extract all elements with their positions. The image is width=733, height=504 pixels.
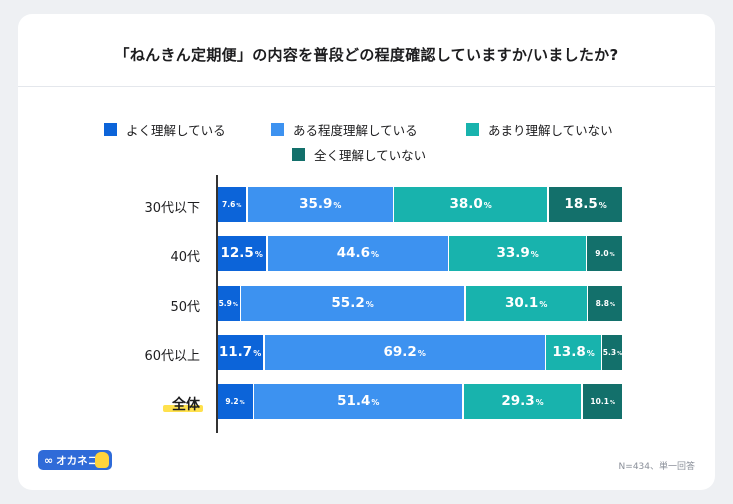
bar-value-label: 9.2% [225,396,245,406]
bar-value-label: 12.5% [220,244,263,261]
bar-segment [465,286,587,321]
bar-segment [267,236,448,271]
legend-swatch [104,123,117,136]
legend-item-little: あまり理解していない [466,120,613,139]
bar-segment [241,286,465,321]
legend-item-none: 全く理解していない [292,145,426,164]
bar-value-label: 11.7% [218,343,262,360]
bar-segment [546,335,601,370]
legend-item-moderate: ある程度理解している [271,120,418,139]
bar-value-label: 55.2% [331,294,374,311]
bar-value-label: 5.3% [602,347,623,357]
bar-segment [449,236,586,271]
bar-segment [217,335,264,370]
bar-value-label: 10.1% [590,396,615,406]
bar-value-label: 69.2% [383,343,426,360]
logo-infinity-symbol: ∞ [44,453,54,467]
bar-segment [217,187,247,222]
chart-title: 「ねんきん定期便」の内容を普段どの程度確認していますか/いましたか? [114,46,619,64]
legend-label: あまり理解していない [488,123,613,138]
bar-value-label: 5.9% [218,298,238,308]
bar-value-label: 29.3% [501,392,544,409]
bar-segment [217,384,253,419]
logo-text: オカネコ [56,454,98,467]
bar-segment [548,187,623,222]
legend-swatch [292,148,305,161]
category-label: 40代 [170,250,200,265]
bar-segment [254,384,463,419]
bar-value-label: 9.0% [595,248,615,258]
legend-label: よく理解している [126,123,226,138]
category-label: 30代以下 [144,201,200,216]
total-label-highlight [163,405,203,412]
bar-segment [264,335,545,370]
bar-value-label: 51.4% [337,392,380,409]
bar-value-label: 7.6% [222,199,242,209]
okaneko-logo: ∞ オカネコ [38,450,112,470]
bar-value-label: 30.1% [505,294,548,311]
bar-segment [217,286,240,321]
bar-segment [602,335,623,370]
bar-segment [587,236,623,271]
bar-segment [588,286,623,321]
category-label: 50代 [170,300,200,315]
bar-value-label: 8.8% [595,298,615,308]
legend-item-strong: よく理解している [104,120,226,139]
cat-icon [95,452,109,468]
legend-swatch [271,123,284,136]
bar-segment [394,187,548,222]
bar-segment [463,384,582,419]
bar-segment [582,384,623,419]
bar-segment [217,236,267,271]
legend-label: 全く理解していない [314,148,427,163]
bar-value-label: 38.0% [449,195,492,212]
legend-swatch [466,123,479,136]
category-label: 全体 [172,397,200,413]
bar-value-label: 13.8% [552,343,595,360]
category-axis-line [216,175,218,433]
bar-value-label: 35.9% [299,195,342,212]
legend-label: ある程度理解している [293,123,418,138]
category-label: 60代以上 [144,349,200,364]
title-band [18,14,715,87]
bar-segment [247,187,393,222]
bar-value-label: 18.5% [564,195,607,212]
bar-value-label: 33.9% [496,244,539,261]
sample-size-note: N=434、単一回答 [618,462,695,472]
bar-value-label: 44.6% [336,244,380,261]
